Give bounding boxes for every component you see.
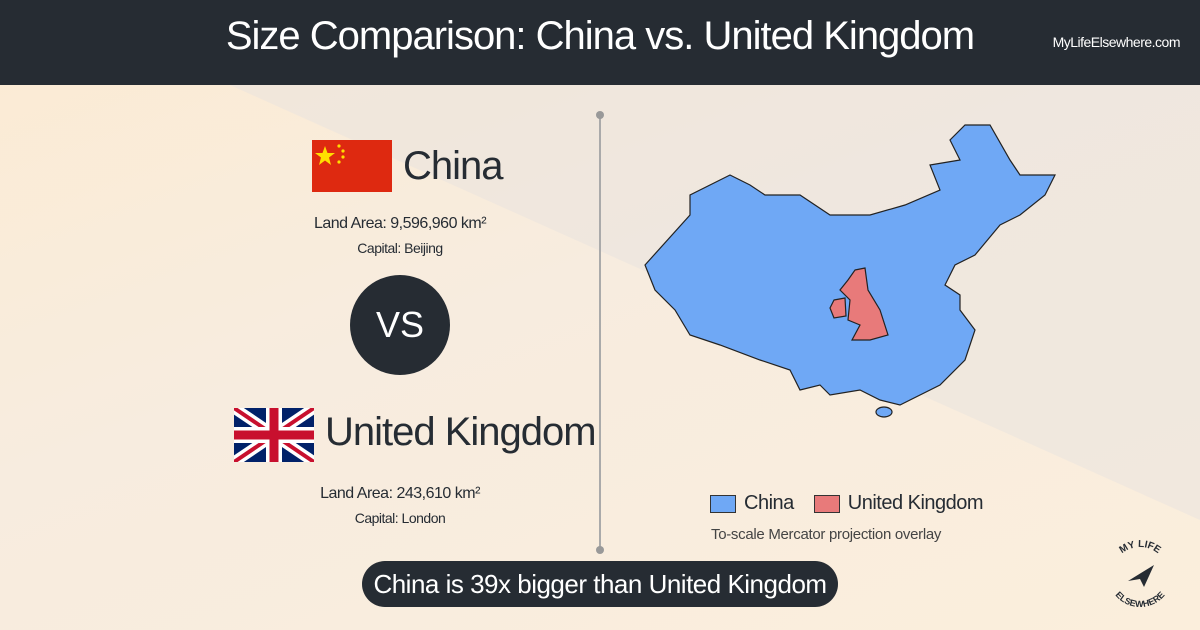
divider-dot: [596, 111, 604, 119]
land-area: Land Area: 9,596,960 km²: [313, 215, 487, 232]
capital: Capital: Beijing: [357, 240, 443, 256]
legend-swatch: [710, 494, 736, 513]
legend: China United Kingdom: [710, 492, 984, 515]
header: Size Comparison: China vs. United Kingdo…: [0, 0, 1200, 85]
country-name: China: [403, 144, 504, 188]
uk-outline: [829, 267, 889, 341]
china-flag: [312, 140, 392, 192]
legend-label: United Kingdom: [847, 492, 984, 514]
divider-dot: [596, 546, 604, 554]
vs-badge: VS: [350, 275, 450, 375]
divider: [599, 115, 601, 550]
title: Size Comparison: China vs. United Kingdo…: [225, 14, 975, 58]
land-area: Land Area: 243,610 km²: [320, 485, 480, 502]
logo-plane: [1128, 565, 1154, 587]
legend-label: China: [744, 492, 794, 514]
country-name: United Kingdom: [325, 410, 597, 454]
capital: Capital: London: [354, 510, 446, 526]
site-link[interactable]: MyLifeElsewhere.com: [1052, 34, 1181, 50]
china-outline: [644, 124, 1056, 418]
logo-text: ELSEWHERE: [1114, 590, 1167, 610]
logo-text: MY LIFE: [1118, 539, 1163, 556]
map-caption: To-scale Mercator projection overlay: [711, 526, 942, 543]
uk-flag: [234, 408, 314, 462]
summary-pill: China is 39x bigger than United Kingdom: [362, 561, 838, 607]
logo: MY LIFE ELSEWHERE: [1114, 539, 1167, 610]
legend-swatch: [813, 494, 840, 513]
